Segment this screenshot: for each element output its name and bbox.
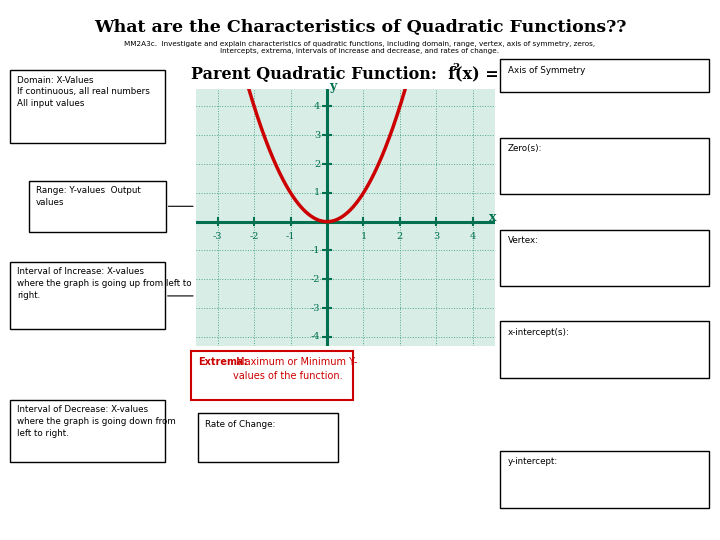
Text: 2: 2 — [452, 63, 459, 72]
Text: Rate of Change:: Rate of Change: — [205, 420, 276, 429]
Bar — [10, 70, 165, 143]
Bar — [500, 321, 709, 378]
Text: MM2A3c.  Investigate and explain characteristics of quadratic functions, includi: MM2A3c. Investigate and explain characte… — [125, 41, 595, 54]
Text: 3: 3 — [433, 232, 439, 241]
Text: Interval of Increase: X-values
where the graph is going up from left to
right.: Interval of Increase: X-values where the… — [17, 267, 192, 300]
Text: -2: -2 — [311, 275, 320, 284]
Text: Interval of Decrease: X-values
where the graph is going down from
left to right.: Interval of Decrease: X-values where the… — [17, 405, 176, 437]
Bar — [500, 59, 709, 92]
Text: 1: 1 — [314, 188, 320, 197]
Bar — [191, 351, 353, 400]
Text: 4: 4 — [314, 102, 320, 111]
Text: Vertex:: Vertex: — [508, 236, 539, 245]
Text: What are the Characteristics of Quadratic Functions??: What are the Characteristics of Quadrati… — [94, 19, 626, 36]
Text: -3: -3 — [311, 303, 320, 313]
Bar — [500, 138, 709, 194]
Bar — [29, 181, 166, 232]
Text: -4: -4 — [311, 333, 320, 341]
Bar — [198, 413, 338, 462]
Text: x-intercept(s):: x-intercept(s): — [508, 328, 570, 337]
Text: y: y — [329, 80, 336, 93]
Text: 2: 2 — [314, 159, 320, 168]
Text: -2: -2 — [249, 232, 259, 241]
Text: x: x — [489, 211, 497, 224]
Text: 3: 3 — [314, 131, 320, 140]
Text: -3: -3 — [213, 232, 222, 241]
Text: 1: 1 — [360, 232, 366, 241]
Text: Parent Quadratic Function:  f(x) = x: Parent Quadratic Function: f(x) = x — [191, 66, 513, 83]
Text: Domain: X-Values
If continuous, all real numbers
All input values: Domain: X-Values If continuous, all real… — [17, 76, 150, 108]
Bar — [500, 230, 709, 286]
Text: 2: 2 — [397, 232, 403, 241]
Text: -1: -1 — [286, 232, 295, 241]
Text: Range: Y-values  Output
values: Range: Y-values Output values — [36, 186, 140, 207]
Text: Maximum or Minimum Y-
values of the function.: Maximum or Minimum Y- values of the func… — [233, 357, 357, 381]
Bar — [500, 451, 709, 508]
Bar — [10, 400, 165, 462]
Text: 4: 4 — [469, 232, 476, 241]
Text: Extrema:: Extrema: — [198, 357, 248, 368]
Text: Axis of Symmetry: Axis of Symmetry — [508, 66, 585, 75]
Text: y-intercept:: y-intercept: — [508, 457, 558, 467]
Text: Zero(s):: Zero(s): — [508, 144, 542, 153]
Text: -1: -1 — [311, 246, 320, 255]
Bar — [10, 262, 165, 329]
